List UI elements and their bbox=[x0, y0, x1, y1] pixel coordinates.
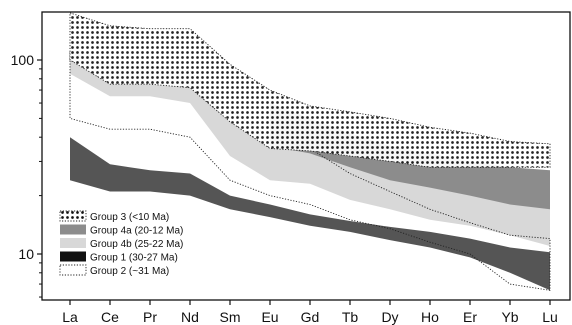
x-tick-label: Dy bbox=[381, 309, 398, 325]
band-group-2 bbox=[69, 51, 551, 291]
x-tick-label: Nd bbox=[181, 309, 199, 325]
x-tick-label: Pr bbox=[143, 309, 157, 325]
band-group-1 bbox=[70, 137, 550, 291]
x-tick-label: Lu bbox=[542, 309, 558, 325]
bands-layer bbox=[69, 12, 551, 291]
legend-label-group-3: Group 3 (<10 Ma) bbox=[90, 212, 169, 223]
x-tick-label: Tb bbox=[342, 309, 359, 325]
legend-swatch-group-4a bbox=[60, 224, 86, 235]
x-tick-label: Sm bbox=[220, 309, 241, 325]
x-tick-label: Er bbox=[463, 309, 477, 325]
band-group-3 bbox=[69, 12, 551, 168]
legend-swatch-group-2 bbox=[59, 264, 87, 276]
legend: Group 3 (<10 Ma) Group 4a (20-12 Ma) Group… bbox=[59, 210, 183, 277]
x-tick-label: Ce bbox=[101, 309, 119, 325]
x-tick-label: Ho bbox=[421, 309, 439, 325]
x-tick-label: La bbox=[62, 309, 78, 325]
legend-label-group-4b: Group 4b (25-22 Ma) bbox=[90, 239, 183, 250]
x-tick-label: Yb bbox=[501, 309, 518, 325]
axes-layer: La Ce Pr Nd Sm Eu Gd Tb Dy Ho Er Yb Lu 10 100 bbox=[11, 52, 558, 325]
legend-label-group-2: Group 2 (~31 Ma) bbox=[90, 266, 169, 277]
legend-swatch-group-4b bbox=[60, 238, 86, 248]
legend-swatch-group-1 bbox=[60, 251, 86, 262]
x-tick-label: Gd bbox=[301, 309, 320, 325]
x-tick-label: Eu bbox=[261, 309, 278, 325]
legend-label-group-1: Group 1 (30-27 Ma) bbox=[90, 253, 178, 264]
legend-swatch-group-3 bbox=[59, 210, 87, 222]
y-tick-label: 100 bbox=[11, 52, 35, 68]
y-tick-label: 10 bbox=[18, 246, 34, 262]
plot-frame bbox=[41, 11, 571, 301]
legend-label-group-4a: Group 4a (20-12 Ma) bbox=[90, 226, 183, 237]
